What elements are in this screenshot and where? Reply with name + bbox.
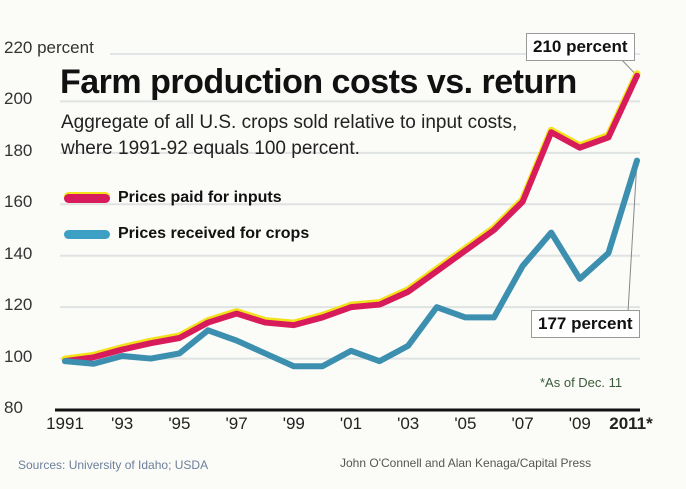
x-tick-label: '09 [568,414,591,433]
data-point-crops [178,352,180,354]
data-point-crops [636,160,638,162]
data-point-crops [207,329,209,331]
data-point-inputs [522,201,524,203]
data-point-crops [321,365,323,367]
callout-210-percent: 210 percent [526,33,635,61]
data-point-inputs [93,356,95,358]
data-point-inputs [293,324,295,326]
footnote: *As of Dec. 11 [540,375,623,390]
y-tick-label: 180 [4,140,33,160]
callout-177-percent: 177 percent [531,310,640,338]
chart-subtitle: Aggregate of all U.S. crops sold relativ… [61,112,518,159]
data-point-inputs [350,306,352,308]
x-tick-label: '93 [111,414,134,433]
legend-item-inputs: Prices paid for inputs [64,180,309,216]
legend-swatch-crops [64,229,110,239]
y-tick-label: 80 [4,398,23,417]
y-tick-label: 120 [4,295,33,315]
y-tick-label: 100 [4,346,33,366]
data-point-crops [522,265,524,267]
data-point-crops [93,363,95,365]
data-point-inputs [607,136,609,138]
x-tick-label: '97 [225,414,248,433]
data-point-crops [407,345,409,347]
data-point-inputs [150,342,152,344]
data-point-inputs [550,131,552,133]
data-point-crops [550,232,552,234]
data-point-inputs [264,322,266,324]
data-point-crops [379,360,381,362]
x-tick-label: '03 [397,414,420,433]
y-tick-label: 140 [4,243,33,263]
data-point-inputs [178,337,180,339]
data-point-crops [121,355,123,357]
data-point-inputs [121,349,123,351]
x-tick-label: '05 [454,414,477,433]
chart-title: Farm production costs vs. return [60,63,577,101]
data-point-inputs [236,313,238,315]
x-tick-label: 2011* [609,414,653,433]
data-point-crops [264,352,266,354]
data-point-crops [236,340,238,342]
data-point-crops [293,365,295,367]
legend-swatch-inputs [64,193,110,203]
credit-text: John O'Connell and Alan Kenaga/Capital P… [340,456,592,470]
data-point-inputs [407,291,409,293]
legend-item-crops: Prices received for crops [64,216,309,252]
data-point-crops [464,316,466,318]
data-point-inputs [321,316,323,318]
data-point-inputs [207,322,209,324]
data-point-inputs [464,250,466,252]
x-tick-label: '07 [511,414,534,433]
x-tick-label: '99 [282,414,305,433]
data-point-inputs [379,304,381,306]
data-point-inputs [436,270,438,272]
data-point-crops [64,360,66,362]
y-tick-label: 200 [4,89,33,109]
x-tick-label: '95 [168,414,191,433]
data-point-inputs [493,229,495,231]
data-point-crops [607,252,609,254]
y-axis-top-label: 220 percent [4,38,94,57]
data-point-crops [436,306,438,308]
data-point-crops [350,350,352,352]
data-point-inputs [636,75,638,77]
y-tick-label: 160 [4,192,33,212]
x-tick-label: '01 [339,414,363,433]
legend-label-inputs: Prices paid for inputs [118,189,282,206]
x-tick-label: 1991 [46,414,84,433]
data-point-inputs [579,147,581,149]
callout-leader-177 [627,160,638,313]
legend-label-crops: Prices received for crops [118,225,310,242]
legend: Prices paid for inputs Prices received f… [64,180,309,252]
data-point-crops [150,358,152,360]
source-text: Sources: University of Idaho; USDA [18,458,209,472]
data-point-crops [493,316,495,318]
data-point-crops [579,278,581,280]
